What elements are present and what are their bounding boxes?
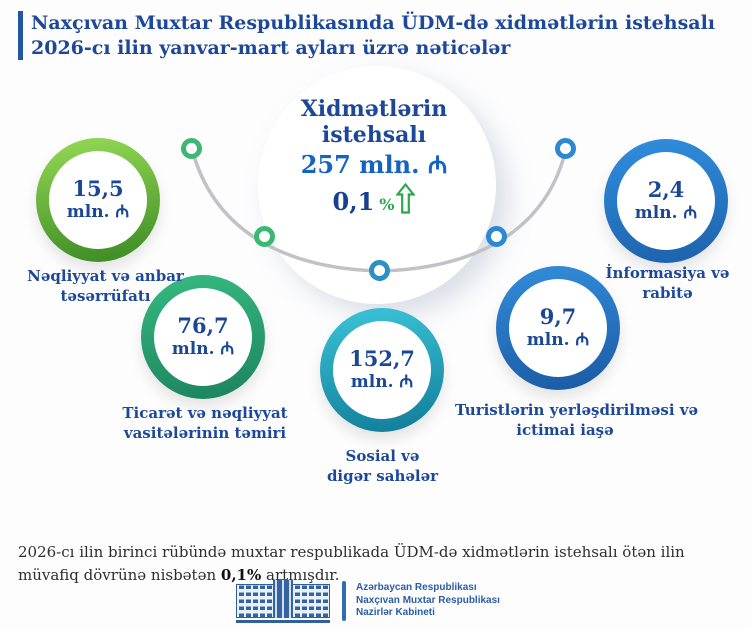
center-summary: Xidmətlərin istehsalı 257 mln. ₼ 0,1 % (254, 96, 494, 216)
footer-divider (342, 581, 346, 621)
circle-tourism: 9,7 mln. ₼ (496, 266, 620, 390)
arc-node-transport (181, 138, 202, 159)
building-base (236, 620, 330, 623)
circle-trade: 76,7 mln. ₼ (141, 275, 265, 399)
increase-arrow-icon (396, 183, 416, 214)
circle-tourism-face: 9,7 mln. ₼ (509, 279, 607, 377)
label-social-line1: Sosial və (345, 447, 420, 465)
circle-ict-value: 2,4 (647, 177, 685, 202)
label-ict: İnformasiya və rabitə (570, 263, 751, 303)
footnote-text-before: 2026-cı ilin birinci rübündə muxtar resp… (18, 543, 685, 585)
circle-transport: 15,5 mln. ₼ (36, 138, 160, 262)
label-ict-line1: İnformasiya və (605, 264, 730, 282)
circle-social-unit: mln. ₼ (350, 372, 414, 392)
government-building-icon (236, 578, 330, 624)
circle-social-face: 152,7 mln. ₼ (333, 321, 431, 419)
label-tourism-line2: ictimai iaşə (516, 421, 614, 439)
circle-ict-unit: mln. ₼ (634, 203, 698, 223)
label-trade-line1: Ticarət və nəqliyyat (122, 404, 288, 422)
label-trade-line2: vasitələrinin təmiri (123, 424, 287, 442)
page-title: Naxçıvan Muxtar Respublikasında ÜDM-də x… (31, 11, 715, 61)
arc-node-trade (254, 226, 275, 247)
footer-org-name: Azərbaycan Respublikası Naxçıvan Muxtar … (356, 582, 500, 620)
footer-line2: Naxçıvan Muxtar Respublikası (356, 594, 500, 606)
footnote-paragraph: 2026-cı ilin birinci rübündə muxtar resp… (18, 541, 738, 588)
label-transport-line1: Nəqliyyat və anbar (27, 267, 184, 285)
label-tourism: Turistlərin yerləşdirilməsi və ictimai i… (455, 400, 699, 440)
circle-social: 152,7 mln. ₼ (320, 308, 444, 432)
label-transport-line2: təsərrüfatı (60, 287, 151, 305)
center-heading-line2: istehsalı (321, 122, 427, 148)
arc-node-social (369, 260, 390, 281)
footer-line1: Azərbaycan Respublikası (356, 582, 477, 594)
building-center-block (273, 580, 293, 618)
circle-ict: 2,4 mln. ₼ (604, 139, 728, 263)
label-social-line2: digər sahələr (326, 467, 439, 485)
circle-transport-face: 15,5 mln. ₼ (49, 151, 147, 249)
change-value: 0,1 (332, 187, 375, 216)
change-row: 0,1 % (254, 182, 494, 216)
circle-tourism-unit: mln. ₼ (526, 330, 590, 350)
circle-transport-unit: mln. ₼ (66, 202, 130, 222)
change-percent-sign: % (379, 195, 395, 214)
circle-social-value: 152,7 (349, 346, 415, 371)
circle-ict-face: 2,4 mln. ₼ (617, 152, 715, 250)
title-accent-bar (18, 11, 23, 60)
footnote-percent-bold: 0,1% (220, 566, 262, 585)
circle-transport-value: 15,5 (72, 176, 124, 201)
circle-tourism-value: 9,7 (539, 304, 577, 329)
circle-trade-unit: mln. ₼ (171, 339, 235, 359)
page-title-line2: 2026-cı ilin yanvar-mart ayları üzrə nət… (31, 37, 511, 59)
label-trade: Ticarət və nəqliyyat vasitələrinin təmir… (105, 403, 305, 443)
footer-line3: Nazirlər Kabineti (356, 607, 435, 619)
label-ict-line2: rabitə (642, 284, 693, 302)
circle-trade-value: 76,7 (177, 313, 229, 338)
label-social: Sosial və digər sahələr (285, 446, 480, 486)
label-tourism-line1: Turistlərin yerləşdirilməsi və (455, 401, 699, 419)
page-title-line1: Naxçıvan Muxtar Respublikasında ÜDM-də x… (31, 12, 716, 34)
arc-node-tourism (486, 226, 507, 247)
footer: Azərbaycan Respublikası Naxçıvan Muxtar … (236, 578, 500, 624)
header: Naxçıvan Muxtar Respublikasında ÜDM-də x… (18, 11, 715, 61)
label-transport: Nəqliyyat və anbar təsərrüfatı (8, 266, 203, 306)
arc-node-ict (555, 138, 576, 159)
center-heading-line1: Xidmətlərin (300, 96, 448, 122)
circle-trade-face: 76,7 mln. ₼ (154, 288, 252, 386)
total-value: 257 mln. ₼ (300, 150, 448, 179)
